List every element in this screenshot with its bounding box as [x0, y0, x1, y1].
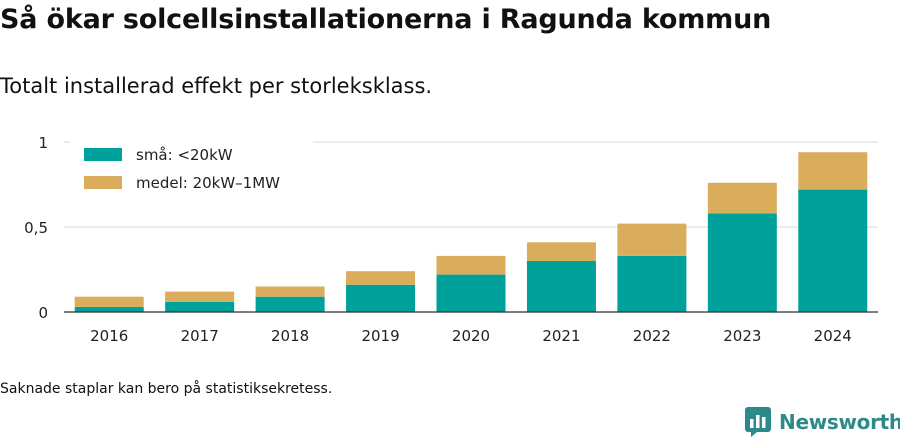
bar-sma-2018	[255, 296, 325, 312]
bar-sma-2020	[436, 274, 506, 312]
y-tick-label: 1	[38, 134, 48, 152]
bar-medel-2023	[707, 182, 777, 214]
legend-swatch	[84, 176, 122, 189]
brand-logo: Newsworthy	[745, 406, 900, 438]
x-tick-label: 2023	[723, 327, 761, 345]
legend-label: små: <20kW	[136, 146, 233, 164]
bar-medel-2020	[436, 255, 506, 275]
bar-medel-2024	[798, 152, 868, 190]
stacked-bar-chart: 0 0,5 1 2016 2017 2018 2019 2020 2021 2022 2023 202…	[24, 134, 878, 345]
bar-sma-2023	[707, 213, 777, 312]
bar-medel-2018	[255, 286, 325, 297]
x-tick-label: 2017	[181, 327, 219, 345]
footnote: Saknade staplar kan bero på statistiksek…	[0, 381, 333, 397]
newsworthy-logo-icon	[745, 407, 771, 437]
x-tick-label: 2024	[814, 327, 852, 345]
bar-medel-2022	[617, 223, 687, 256]
bar-sma-2022	[617, 255, 687, 312]
x-tick-label: 2022	[633, 327, 671, 345]
brand-name: Newsworthy	[779, 410, 900, 434]
bar-sma-2017	[165, 301, 235, 312]
bar-sma-2019	[346, 284, 416, 312]
x-tick-label: 2020	[452, 327, 490, 345]
bar-sma-2021	[526, 261, 596, 312]
y-tick-label: 0	[38, 304, 48, 322]
legend-swatch	[84, 148, 122, 161]
chart-title: Så ökar solcellsinstallationerna i Ragun…	[0, 4, 772, 35]
bar-medel-2021	[526, 242, 596, 261]
x-tick-label: 2021	[542, 327, 580, 345]
bar-sma-2016	[74, 306, 144, 312]
bar-medel-2019	[346, 271, 416, 285]
x-tick-label: 2016	[90, 327, 128, 345]
legend-label: medel: 20kW–1MW	[136, 174, 280, 192]
x-tick-label: 2019	[361, 327, 399, 345]
bar-medel-2017	[165, 291, 235, 302]
bar-sma-2024	[798, 189, 868, 312]
y-tick-label: 0,5	[24, 219, 48, 237]
x-tick-label: 2018	[271, 327, 309, 345]
bar-medel-2016	[74, 296, 144, 307]
chart-subtitle: Totalt installerad effekt per storlekskl…	[0, 74, 433, 98]
